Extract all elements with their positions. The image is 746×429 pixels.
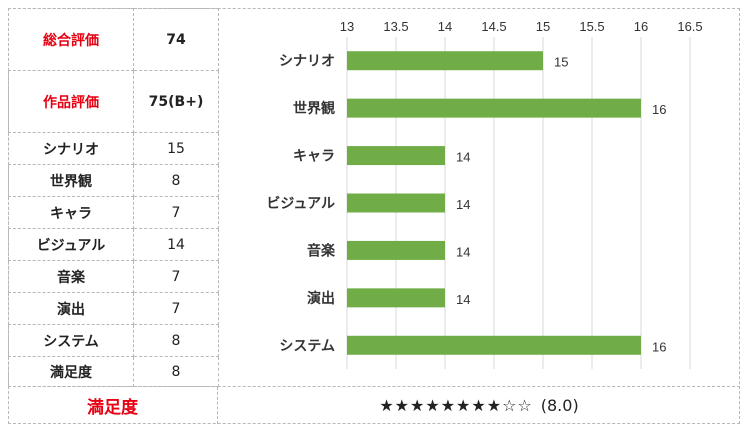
row-label: 満足度: [8, 356, 134, 387]
table-row: キャラ 7: [8, 196, 219, 229]
table-row: シナリオ 15: [8, 132, 219, 165]
row-label: 世界観: [8, 164, 134, 197]
bar: [347, 51, 543, 71]
chart-canvas: 13 13.5 14 14.5 15 15.5 16 16.5 シナリオ 15 世界観 16 キャラ 14…: [266, 19, 703, 369]
score-bar-chart: 13 13.5 14 14.5 15 15.5 16 16.5 シナリオ 15 世界観 16 キャラ 14…: [222, 9, 740, 385]
row-label: シナリオ: [8, 132, 134, 165]
data-label: 15: [554, 55, 568, 70]
satisfaction-label: 満足度: [8, 387, 218, 424]
star-rating-icons: ★★★★★★★★☆☆: [379, 396, 533, 415]
row-value: 7: [133, 292, 219, 325]
table-row: 演出 7: [8, 292, 219, 325]
x-tick-label: 16: [634, 19, 648, 34]
table-row: ビジュアル 14: [8, 228, 219, 261]
table-row: 世界観 8: [8, 164, 219, 197]
satisfaction-row: 満足度 ★★★★★★★★☆☆ (8.0): [8, 386, 740, 424]
x-tick-label: 16.5: [677, 19, 702, 34]
category-label: 演出: [307, 290, 335, 307]
bar: [347, 98, 641, 118]
row-label: システム: [8, 324, 134, 357]
row-label: 総合評価: [8, 8, 134, 71]
bar: [347, 335, 641, 355]
category-label: システム: [279, 338, 335, 354]
category-label: シナリオ: [279, 54, 335, 70]
x-tick-label: 14: [438, 19, 452, 34]
category-label: 世界観: [293, 100, 335, 117]
x-tick-label: 15.5: [579, 19, 604, 34]
row-label: ビジュアル: [8, 228, 134, 261]
bar: [347, 240, 445, 260]
row-value: 7: [133, 196, 219, 229]
row-value: 14: [133, 228, 219, 261]
score-table: 総合評価 74 作品評価 75(B+) シナリオ 15 世界観 8 キャラ 7 ビジュアル 14 音楽 7…: [8, 8, 219, 387]
row-label: 演出: [8, 292, 134, 325]
category-label: ビジュアル: [266, 196, 335, 212]
satisfaction-score: (8.0): [540, 396, 579, 415]
row-value: 8: [133, 356, 219, 387]
x-tick-label: 13.5: [383, 19, 408, 34]
data-label: 14: [456, 150, 470, 165]
row-label: キャラ: [8, 196, 134, 229]
x-tick-label: 13: [340, 19, 354, 34]
category-label: 音楽: [307, 242, 336, 259]
bar: [347, 288, 445, 308]
table-row: 総合評価 74: [8, 8, 219, 71]
row-label: 作品評価: [8, 70, 134, 133]
data-label: 14: [456, 197, 470, 212]
table-row: 作品評価 75(B+): [8, 70, 219, 133]
row-value: 15: [133, 132, 219, 165]
row-value: 8: [133, 324, 219, 357]
row-value: 8: [133, 164, 219, 197]
category-label: キャラ: [293, 149, 335, 165]
x-tick-label: 14.5: [481, 19, 506, 34]
bar: [347, 146, 445, 166]
row-value: 7: [133, 260, 219, 293]
row-value: 74: [133, 8, 219, 71]
table-row: システム 8: [8, 324, 219, 357]
bar: [347, 193, 445, 213]
data-label: 16: [652, 102, 666, 117]
data-label: 16: [652, 339, 666, 354]
row-label: 音楽: [8, 260, 134, 293]
x-tick-label: 15: [536, 19, 550, 34]
table-row: 音楽 7: [8, 260, 219, 293]
row-value: 75(B+): [133, 70, 219, 133]
table-row: 満足度 8: [8, 356, 219, 387]
data-label: 14: [456, 244, 470, 259]
data-label: 14: [456, 292, 470, 307]
satisfaction-rating: ★★★★★★★★☆☆ (8.0): [218, 387, 740, 424]
